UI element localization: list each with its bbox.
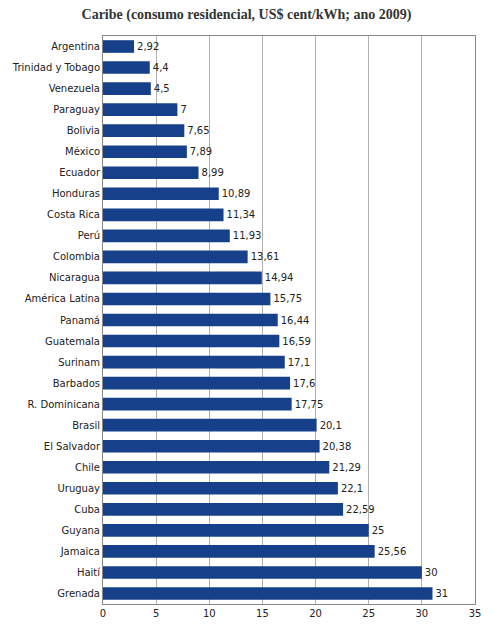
- svg-text:22,1: 22,1: [341, 483, 363, 494]
- svg-text:10: 10: [203, 608, 216, 619]
- svg-text:América Latina: América Latina: [25, 293, 100, 304]
- svg-text:Costa Rica: Costa Rica: [47, 209, 100, 220]
- svg-text:Guatemala: Guatemala: [45, 336, 100, 347]
- svg-text:11,93: 11,93: [233, 230, 262, 241]
- svg-text:35: 35: [469, 608, 482, 619]
- svg-text:Argentina: Argentina: [51, 41, 100, 52]
- svg-text:21,29: 21,29: [332, 462, 361, 473]
- svg-text:Barbados: Barbados: [53, 378, 100, 389]
- svg-text:20,38: 20,38: [323, 441, 352, 452]
- svg-text:México: México: [65, 146, 100, 157]
- svg-text:7,89: 7,89: [190, 146, 212, 157]
- svg-text:4,5: 4,5: [154, 83, 170, 94]
- svg-text:R. Dominicana: R. Dominicana: [28, 399, 101, 410]
- svg-text:25,56: 25,56: [378, 546, 407, 557]
- svg-text:Colombia: Colombia: [53, 251, 100, 262]
- svg-text:10,89: 10,89: [222, 188, 251, 199]
- svg-text:0: 0: [100, 608, 106, 619]
- svg-text:Venezuela: Venezuela: [49, 83, 100, 94]
- svg-text:Surinam: Surinam: [58, 357, 100, 368]
- svg-text:Jamaica: Jamaica: [60, 546, 100, 557]
- svg-text:Nicaragua: Nicaragua: [49, 272, 100, 283]
- svg-text:Panamá: Panamá: [60, 315, 100, 326]
- svg-text:11,34: 11,34: [227, 209, 256, 220]
- svg-text:8,99: 8,99: [202, 167, 224, 178]
- svg-text:25: 25: [372, 525, 385, 536]
- svg-text:31: 31: [435, 588, 448, 599]
- svg-text:13,61: 13,61: [251, 251, 280, 262]
- svg-text:15: 15: [256, 608, 269, 619]
- svg-text:Caribe (consumo residencial, U: Caribe (consumo residencial, US$ cent/kW…: [82, 7, 412, 23]
- svg-text:Honduras: Honduras: [52, 188, 100, 199]
- svg-text:Haití: Haití: [77, 567, 101, 578]
- svg-text:Paraguay: Paraguay: [53, 104, 100, 115]
- svg-text:16,44: 16,44: [281, 315, 310, 326]
- svg-text:30: 30: [415, 608, 428, 619]
- svg-text:4,4: 4,4: [153, 62, 169, 73]
- svg-text:El Salvador: El Salvador: [44, 441, 101, 452]
- svg-text:Guyana: Guyana: [61, 525, 100, 536]
- svg-text:17,1: 17,1: [288, 357, 310, 368]
- svg-text:Perú: Perú: [78, 230, 100, 241]
- svg-text:Grenada: Grenada: [57, 588, 100, 599]
- svg-text:Uruguay: Uruguay: [58, 483, 101, 494]
- svg-text:Bolivia: Bolivia: [67, 125, 100, 136]
- svg-text:Cuba: Cuba: [74, 504, 100, 515]
- svg-text:17,6: 17,6: [293, 378, 315, 389]
- svg-text:7,65: 7,65: [187, 125, 209, 136]
- svg-text:25: 25: [362, 608, 375, 619]
- svg-text:15,75: 15,75: [273, 293, 302, 304]
- svg-text:22,59: 22,59: [346, 504, 375, 515]
- svg-text:2,92: 2,92: [137, 41, 159, 52]
- svg-text:7: 7: [180, 104, 186, 115]
- svg-text:16,59: 16,59: [282, 336, 311, 347]
- svg-text:17,75: 17,75: [295, 399, 324, 410]
- svg-text:Brasil: Brasil: [72, 420, 100, 431]
- svg-text:20,1: 20,1: [320, 420, 342, 431]
- svg-text:5: 5: [153, 608, 159, 619]
- svg-text:14,94: 14,94: [265, 272, 294, 283]
- svg-text:Chile: Chile: [75, 462, 100, 473]
- svg-text:30: 30: [425, 567, 438, 578]
- svg-text:Ecuador: Ecuador: [59, 167, 101, 178]
- svg-text:Trinidad y Tobago: Trinidad y Tobago: [12, 62, 100, 73]
- svg-text:20: 20: [309, 608, 322, 619]
